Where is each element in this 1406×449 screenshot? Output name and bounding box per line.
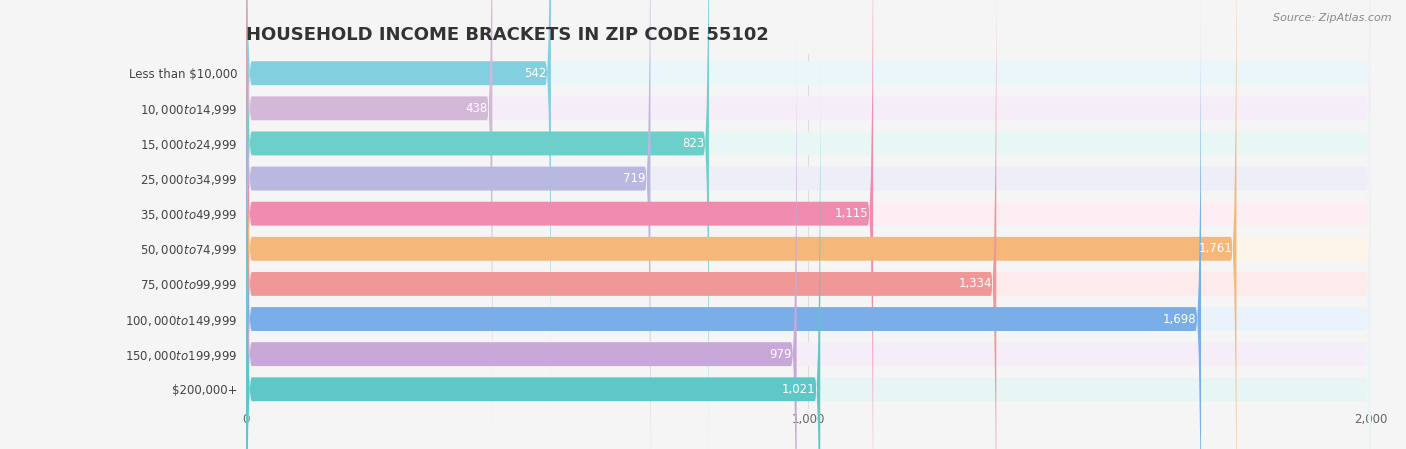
Text: 719: 719 xyxy=(623,172,645,185)
Text: 979: 979 xyxy=(769,348,792,361)
FancyBboxPatch shape xyxy=(246,0,492,448)
Text: 823: 823 xyxy=(682,137,704,150)
Text: 1,761: 1,761 xyxy=(1198,242,1232,255)
FancyBboxPatch shape xyxy=(246,0,1371,449)
FancyBboxPatch shape xyxy=(246,0,1371,449)
Text: 1,115: 1,115 xyxy=(835,207,869,220)
Text: 1,698: 1,698 xyxy=(1163,313,1197,326)
FancyBboxPatch shape xyxy=(246,50,1371,449)
FancyBboxPatch shape xyxy=(246,0,1236,449)
FancyBboxPatch shape xyxy=(246,0,1371,413)
Text: 1,334: 1,334 xyxy=(959,277,991,291)
FancyBboxPatch shape xyxy=(246,0,1371,449)
FancyBboxPatch shape xyxy=(246,0,1371,449)
FancyBboxPatch shape xyxy=(246,50,820,449)
FancyBboxPatch shape xyxy=(246,15,797,449)
FancyBboxPatch shape xyxy=(246,15,1371,449)
FancyBboxPatch shape xyxy=(246,0,1371,449)
Text: Source: ZipAtlas.com: Source: ZipAtlas.com xyxy=(1274,13,1392,23)
Text: 438: 438 xyxy=(465,102,488,115)
FancyBboxPatch shape xyxy=(246,0,709,449)
Text: 1,021: 1,021 xyxy=(782,383,815,396)
FancyBboxPatch shape xyxy=(246,0,1371,449)
FancyBboxPatch shape xyxy=(246,0,1201,449)
FancyBboxPatch shape xyxy=(246,0,551,413)
FancyBboxPatch shape xyxy=(246,0,873,449)
Text: 542: 542 xyxy=(524,67,547,79)
FancyBboxPatch shape xyxy=(246,0,997,449)
FancyBboxPatch shape xyxy=(246,0,651,449)
FancyBboxPatch shape xyxy=(246,0,1371,448)
Text: HOUSEHOLD INCOME BRACKETS IN ZIP CODE 55102: HOUSEHOLD INCOME BRACKETS IN ZIP CODE 55… xyxy=(246,26,769,44)
